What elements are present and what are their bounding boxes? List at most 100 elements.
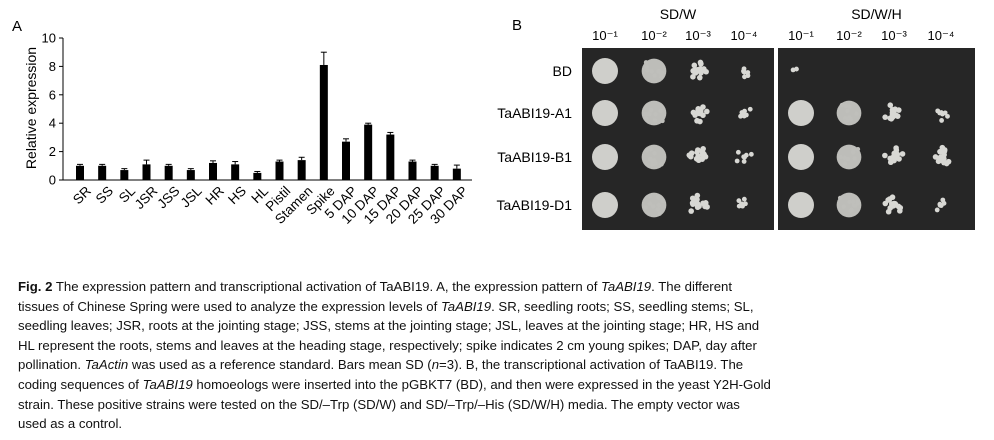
colony-speck [652,150,657,156]
caption-text: used as a control. [18,416,123,432]
figure-label: Fig. 2 [18,279,53,294]
colony-speck [644,67,650,73]
y-tick-label: 10 [42,31,56,46]
colony-dot [741,66,747,72]
colony-dot [702,200,709,206]
y-tick-label: 0 [49,173,56,188]
colony-dot [734,158,740,164]
colony-dot [690,74,696,80]
bar-4 [164,165,173,180]
colony-dot [701,66,707,72]
colony-speck [847,104,852,109]
bar-8 [253,172,262,180]
colony-dot [688,153,694,160]
bar-11 [319,64,328,180]
colony-speck [855,199,860,204]
caption-text: tissues of Chinese Spring were used to a… [18,298,441,314]
colony-dot [736,198,742,204]
colony-speck [850,199,856,204]
colony-dot [741,113,747,119]
colony-dot [885,208,892,215]
bar-14 [386,134,395,180]
colony-speck [657,211,662,216]
y-tick-label: 4 [49,116,56,131]
caption-text: . SR, seedling roots; SS, seedling stems… [491,298,754,314]
colony-dot [695,153,702,159]
colony-speck [659,70,665,76]
panel-b-label: B [512,17,522,34]
colony-dot [937,201,943,207]
colony-speck [845,108,850,114]
colony-speck [656,195,662,201]
bars [76,64,461,180]
colony-speck [850,149,856,155]
colony-speck [648,157,654,162]
colony-dot [699,156,706,162]
colony-dot [887,102,894,108]
bar-15 [408,161,417,180]
colony-dot [696,74,703,81]
colony-speck [841,204,847,209]
dilution-label: 10⁻² [641,28,667,43]
x-tick-label: SR [70,183,94,207]
strain-label: BD [553,63,572,79]
caption-italic-text: TaABI19 [601,279,652,294]
dilution-labels: 10⁻¹ 10⁻² 10⁻³ 10⁻⁴ 10⁻¹ 10⁻² 10⁻³ 10⁻⁴ [592,28,954,43]
dilution-label: 10⁻³ [881,28,907,43]
colony-speck [648,146,653,152]
caption-line: tissues of Chinese Spring were used to a… [18,297,980,317]
colony-speck [844,118,850,123]
bar-17 [452,168,461,180]
strain-label: TaABI19-A1 [497,105,572,121]
colony-dot [899,151,906,157]
x-tick-label: JSR [132,183,161,212]
caption-text: coding sequences of [18,376,143,392]
colony-speck [854,111,859,116]
bar-3 [142,164,151,180]
colony-dot [940,155,947,162]
x-tick-label: HR [203,183,228,208]
colony-speck [647,193,652,199]
colony-speck [660,198,666,204]
colony-speck [658,108,663,113]
colony-dot [945,158,952,165]
bar-7 [231,164,240,180]
colony-speck [848,208,853,214]
colony-spot [836,192,862,218]
colony-speck [838,154,843,160]
colony-dot [697,59,704,66]
colony-speck [652,73,657,78]
caption-italic-text: n [431,357,440,373]
caption-line: pollination. TaActin was used as a refer… [18,355,980,375]
colony-speck [837,195,843,201]
bar-9 [275,161,284,180]
colony-dot [738,202,744,207]
colony-dot [942,110,948,116]
colony-dot [747,106,753,112]
caption-text: HL represent the roots, stems and leaves… [18,337,757,353]
colony-dot [882,114,888,120]
caption-line: seedling leaves; JSR, roots at the joint… [18,316,980,336]
colony-speck [652,118,658,123]
colony-dot [741,196,747,202]
bar-10 [297,160,306,180]
bar-5 [186,170,195,180]
x-tick-label: JSS [154,183,182,211]
colony-dot [935,158,942,165]
bar-12 [342,141,350,180]
caption-text: strain. These positive strains were test… [18,396,740,412]
bar-0 [76,165,84,180]
caption-line: Fig. 2 The expression pattern and transc… [18,277,980,297]
caption-text: homoeologs were inserted into the pGBKT7… [192,376,771,392]
colony-spot [592,192,618,218]
dilution-label: 10⁻¹ [592,28,618,43]
colony-speck [644,116,649,121]
colony-dot [790,67,796,73]
y-axis: 0 2 4 6 8 10 [42,31,64,188]
colony-speck [842,161,848,166]
colony-speck [852,156,857,161]
colony-dot [699,151,706,158]
colony-speck [848,116,853,122]
